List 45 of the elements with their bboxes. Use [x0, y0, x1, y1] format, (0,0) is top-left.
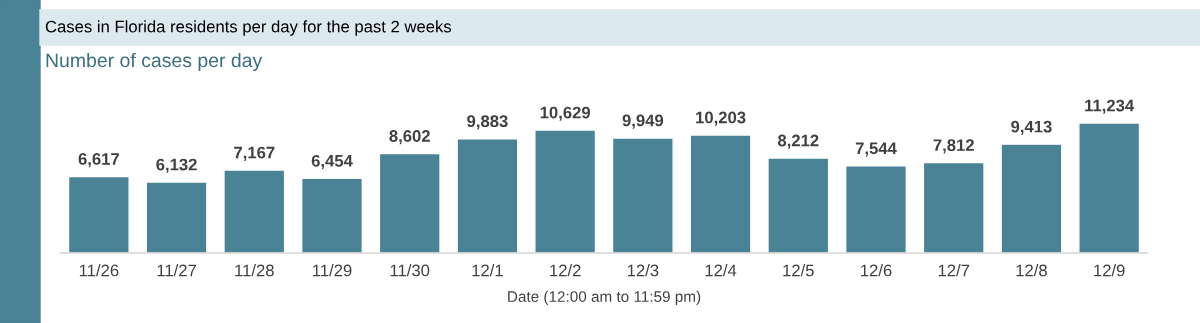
data-label: 8,602	[389, 130, 430, 145]
bar	[922, 161, 985, 253]
bar	[767, 157, 830, 253]
data-label: 7,812	[933, 139, 974, 154]
data-label: 6,454	[311, 154, 353, 170]
x-tick-label: 12/7	[938, 264, 970, 277]
bar	[145, 181, 208, 253]
bar	[378, 152, 441, 253]
bar	[223, 169, 286, 253]
bar	[844, 165, 908, 253]
data-label: 6,617	[78, 153, 119, 168]
x-tick-label: 11/30	[390, 264, 430, 277]
bar	[534, 129, 597, 253]
data-label: 9,413	[1011, 120, 1052, 135]
data-label: 8,212	[777, 134, 819, 149]
bar	[1078, 122, 1141, 253]
x-tick-label: 11/27	[157, 264, 196, 277]
data-label: 10,203	[696, 111, 746, 126]
x-tick-label: 11/29	[313, 264, 352, 277]
x-tick-label: 12/6	[861, 264, 892, 277]
bar	[300, 177, 364, 253]
data-label: 10,629	[540, 106, 591, 121]
data-label: 7,544	[855, 142, 897, 157]
bar	[67, 175, 130, 253]
x-tick-label: 11/28	[235, 264, 274, 277]
data-label: 9,883	[467, 115, 508, 130]
x-tick-label: 12/5	[783, 264, 814, 277]
x-tick-label: 12/4	[705, 264, 737, 277]
x-tick-label: 12/9	[1094, 264, 1125, 277]
bar	[611, 137, 674, 253]
x-tick-label: 12/8	[1016, 264, 1047, 277]
data-label: 9,949	[622, 114, 664, 129]
bar	[689, 134, 752, 253]
data-label: 11,234	[1085, 99, 1135, 114]
x-tick-label: 12/1	[472, 264, 503, 277]
x-tick-label: 12/3	[627, 264, 659, 277]
data-label: 6,132	[156, 158, 197, 173]
data-label: 7,167	[234, 146, 275, 161]
bar	[1000, 143, 1063, 253]
x-axis-title: Date (12:00 am to 11:59 pm)	[508, 290, 701, 305]
x-tick-label: 12/2	[550, 264, 581, 277]
bar	[456, 138, 519, 253]
x-tick-label: 11/26	[79, 264, 119, 277]
chart-subtitle: Number of cases per day	[46, 52, 263, 72]
chart-title: Cases in Florida residents per day for the past 2 weeks	[45, 20, 452, 36]
